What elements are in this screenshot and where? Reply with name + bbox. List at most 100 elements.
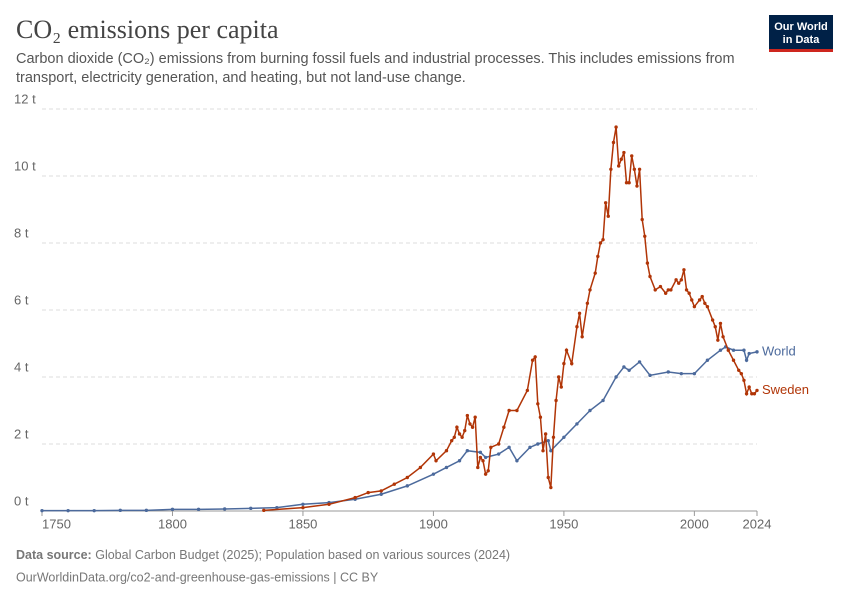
point — [606, 214, 610, 218]
point — [731, 348, 736, 352]
point — [624, 181, 629, 185]
point — [496, 442, 501, 446]
point — [697, 298, 702, 302]
point — [473, 415, 477, 419]
point — [457, 459, 462, 463]
point — [507, 445, 511, 450]
y-tick-label: 0 t — [14, 493, 29, 508]
point — [747, 385, 751, 389]
point — [710, 318, 715, 322]
point — [598, 241, 603, 245]
point — [405, 475, 410, 480]
point — [721, 335, 725, 339]
point — [755, 350, 759, 354]
point — [431, 452, 436, 456]
line — [263, 126, 758, 512]
point — [750, 392, 754, 396]
point — [692, 304, 697, 309]
point — [682, 268, 686, 272]
point — [379, 489, 383, 493]
point — [666, 288, 670, 292]
point — [585, 301, 590, 305]
series: World — [40, 343, 796, 513]
point — [515, 408, 519, 413]
point — [596, 254, 600, 259]
point — [549, 449, 553, 453]
point — [687, 291, 691, 295]
point — [603, 201, 608, 205]
point — [392, 482, 396, 486]
point — [614, 375, 618, 379]
point — [92, 508, 96, 513]
point — [677, 281, 681, 285]
point — [536, 402, 540, 406]
point — [609, 167, 613, 171]
point — [601, 237, 605, 242]
point — [669, 288, 673, 292]
point — [196, 507, 201, 512]
point — [703, 301, 707, 305]
point — [496, 452, 501, 456]
x-tick-label: 1750 — [42, 516, 71, 531]
point — [648, 274, 652, 279]
logo-box — [769, 15, 833, 52]
logo[interactable]: Our World in Data — [769, 15, 833, 52]
x-tick-label: 1950 — [549, 516, 578, 531]
point — [483, 455, 488, 460]
point — [533, 355, 537, 359]
line — [42, 346, 758, 512]
point — [444, 465, 449, 470]
y-tick-label: 12 t — [14, 91, 36, 106]
subtitle-box: Carbon dioxide (CO₂) emissions from burn… — [16, 51, 735, 86]
point — [575, 325, 579, 329]
point — [577, 311, 582, 316]
point — [452, 435, 456, 439]
point — [465, 413, 470, 418]
point — [679, 371, 684, 376]
point — [431, 472, 436, 476]
point — [622, 150, 626, 155]
point — [118, 508, 122, 513]
point — [481, 459, 485, 463]
point — [444, 449, 449, 453]
point — [366, 490, 370, 495]
point — [546, 475, 550, 480]
point — [744, 392, 749, 396]
point — [554, 398, 558, 403]
point — [470, 425, 475, 429]
point — [478, 455, 483, 460]
point — [551, 435, 556, 439]
point — [434, 459, 438, 463]
logo-bar — [769, 49, 833, 52]
point — [645, 261, 650, 265]
point — [538, 415, 543, 419]
point — [588, 408, 592, 413]
point — [601, 398, 605, 403]
point — [418, 465, 423, 470]
point — [546, 438, 550, 443]
point — [468, 422, 472, 426]
point — [588, 288, 592, 292]
point — [705, 304, 710, 309]
point — [580, 335, 584, 339]
point — [530, 358, 535, 362]
point — [502, 425, 506, 429]
point — [614, 125, 618, 129]
source-label: Data source: — [16, 548, 92, 562]
chart-title: CO₂ emissions per capita — [16, 15, 279, 44]
point — [731, 358, 736, 362]
point — [486, 469, 490, 473]
point — [405, 484, 410, 488]
point — [301, 505, 305, 510]
x-tick-label: 1900 — [419, 516, 448, 531]
chart-subtitle: Carbon dioxide (CO₂) emissions from burn… — [16, 51, 735, 86]
point — [679, 278, 684, 282]
point — [690, 298, 694, 302]
footer[interactable]: OurWorldinData.org/co2-and-greenhouse-ga… — [16, 570, 379, 584]
point — [637, 167, 642, 171]
line-label: Sweden — [762, 382, 809, 397]
point — [562, 435, 566, 439]
point — [353, 495, 357, 500]
point — [449, 438, 454, 443]
y-tick-label: 6 t — [14, 292, 29, 307]
